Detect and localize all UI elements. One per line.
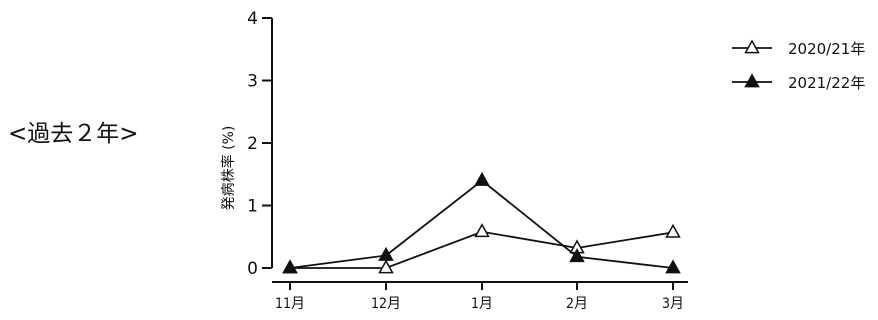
y-axis-label: 発病株率 (%) — [220, 126, 237, 211]
data-point — [378, 246, 394, 261]
x-tick-label: 12月 — [371, 296, 401, 312]
data-point — [665, 223, 681, 238]
x-tick-label: 1月 — [471, 296, 493, 312]
y-tick-label: 0 — [247, 259, 258, 279]
y-tick-label: 1 — [247, 197, 258, 217]
legend: 2020/21年 2021/22年 — [732, 39, 865, 92]
data-point — [665, 259, 681, 274]
y-tick-label: 3 — [247, 72, 258, 92]
chart-axes — [271, 18, 688, 283]
series-line — [290, 230, 674, 269]
data-point — [474, 171, 490, 186]
legend-marker — [744, 39, 760, 54]
data-point — [378, 259, 394, 274]
y-tick-label: 4 — [247, 9, 258, 29]
period-label: <過去２年> — [8, 121, 139, 147]
x-tick-label: 3月 — [662, 296, 684, 312]
x-ticks: 11月 12月 1月 2月 3月 — [275, 282, 684, 312]
y-tick-label: 2 — [247, 134, 258, 154]
data-point — [474, 223, 490, 238]
series-group — [282, 171, 681, 274]
legend-marker — [744, 73, 760, 88]
data-point — [282, 259, 298, 274]
x-tick-label: 2月 — [566, 296, 588, 312]
data-point — [569, 248, 585, 263]
legend-label: 2021/22年 — [788, 74, 865, 92]
legend-label: 2020/21年 — [788, 40, 865, 58]
y-ticks: 0 1 2 3 4 — [247, 9, 272, 279]
x-tick-label: 11月 — [275, 296, 305, 312]
